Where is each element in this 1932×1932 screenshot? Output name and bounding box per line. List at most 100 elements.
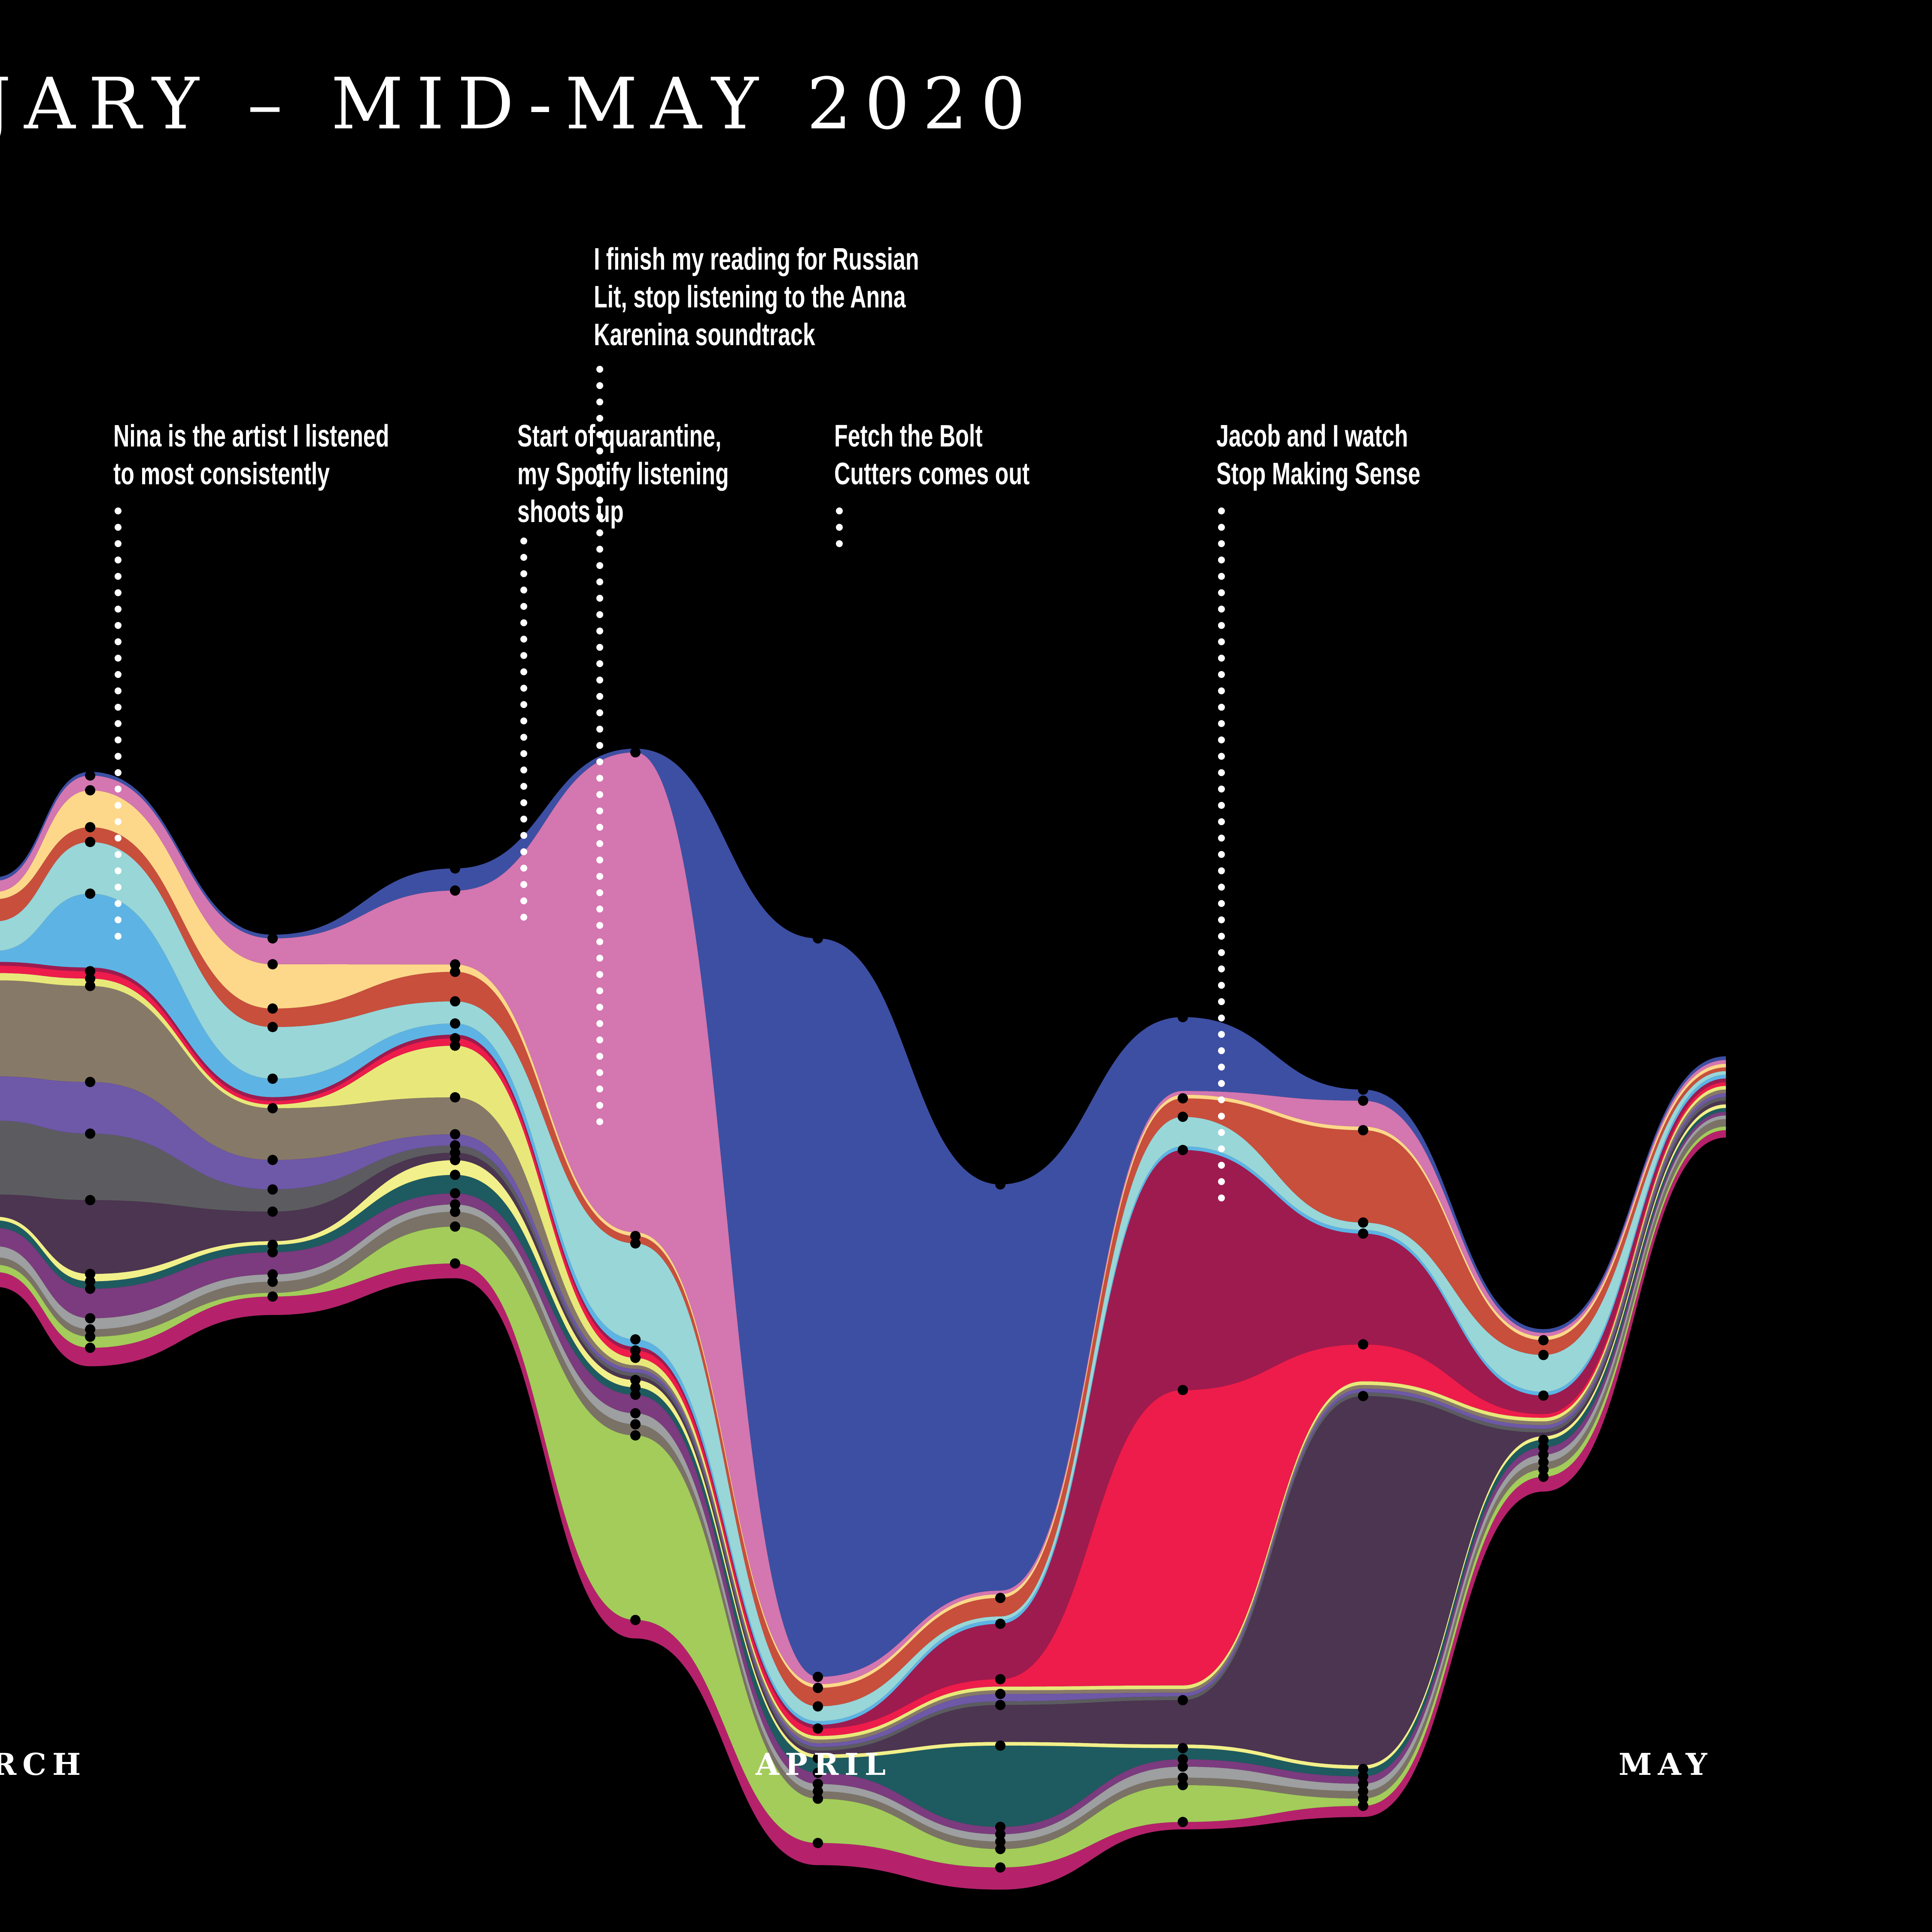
data-point-marker bbox=[813, 1671, 823, 1682]
data-point-marker bbox=[450, 885, 460, 896]
data-point-marker bbox=[1178, 1695, 1188, 1705]
data-point-marker bbox=[267, 1269, 278, 1280]
data-point-marker bbox=[267, 933, 278, 944]
data-point-marker bbox=[85, 1077, 95, 1088]
data-point-marker bbox=[1538, 1471, 1549, 1482]
stream-layer-20 bbox=[0, 748, 1726, 1677]
data-point-marker bbox=[1538, 1442, 1549, 1452]
data-point-marker bbox=[813, 1768, 823, 1778]
stream-layer-17 bbox=[0, 827, 1726, 1707]
data-point-marker bbox=[1358, 1801, 1368, 1811]
data-point-marker bbox=[813, 1683, 823, 1693]
data-point-marker bbox=[85, 966, 95, 977]
data-point-marker bbox=[267, 959, 278, 969]
data-point-marker bbox=[267, 1276, 278, 1287]
data-point-marker bbox=[1178, 1385, 1188, 1395]
data-point-marker bbox=[630, 747, 641, 758]
data-point-marker bbox=[450, 966, 460, 977]
data-point-marker bbox=[1358, 1125, 1368, 1136]
data-point-marker bbox=[450, 1033, 460, 1044]
stream-layer-19 bbox=[0, 752, 1726, 1684]
data-point-marker bbox=[630, 1352, 641, 1363]
data-point-marker bbox=[1358, 1778, 1368, 1789]
data-point-marker bbox=[630, 1238, 641, 1249]
data-point-marker bbox=[1538, 1457, 1549, 1467]
annotation-stop-making-sense: Jacob and I watch Stop Making Sense bbox=[1216, 419, 1421, 491]
stream-layers bbox=[0, 748, 1726, 1890]
data-point-marker bbox=[995, 1844, 1005, 1854]
data-point-marker bbox=[450, 1092, 460, 1103]
data-point-marker bbox=[1358, 1228, 1368, 1239]
data-point-marker bbox=[85, 1195, 95, 1206]
annotation-russian-lit: I finish my reading for Russian Lit, sto… bbox=[594, 242, 919, 352]
data-point-marker bbox=[995, 1179, 1005, 1190]
data-point-marker bbox=[267, 1291, 278, 1302]
data-point-marker bbox=[450, 1199, 460, 1210]
stream-layer-8 bbox=[0, 1100, 1726, 1765]
data-point-marker bbox=[995, 1700, 1005, 1710]
data-point-marker bbox=[267, 1247, 278, 1258]
data-point-marker bbox=[1358, 1764, 1368, 1774]
annotation-fetch-the-bolt-cutters: Fetch the Bolt Cutters comes out bbox=[834, 419, 1030, 491]
data-point-marker bbox=[1358, 1084, 1368, 1095]
data-point-marker bbox=[1358, 1217, 1368, 1228]
data-point-marker bbox=[85, 1128, 95, 1139]
data-point-marker bbox=[995, 1740, 1005, 1751]
data-point-marker bbox=[1178, 1093, 1188, 1104]
data-point-marker bbox=[1358, 1391, 1368, 1401]
data-point-marker bbox=[1178, 1743, 1188, 1753]
data-point-marker bbox=[1178, 1817, 1188, 1827]
data-point-marker bbox=[85, 1276, 95, 1287]
data-point-marker bbox=[85, 1283, 95, 1294]
data-point-marker bbox=[1178, 1112, 1188, 1122]
data-point-marker bbox=[813, 1723, 823, 1734]
data-point-marker bbox=[1358, 1339, 1368, 1350]
data-point-marker bbox=[1538, 1350, 1549, 1360]
data-point-marker bbox=[995, 1862, 1005, 1873]
data-point-marker bbox=[85, 1343, 95, 1353]
data-point-marker bbox=[630, 1375, 641, 1385]
stream-layer-9 bbox=[0, 1097, 1726, 1751]
stream-layer-15 bbox=[0, 893, 1726, 1725]
data-point-marker bbox=[450, 1147, 460, 1158]
data-point-marker bbox=[85, 837, 95, 848]
stream-layer-13 bbox=[0, 966, 1726, 1736]
data-point-marker bbox=[267, 1103, 278, 1114]
x-tick-label-may: MAY bbox=[1619, 1747, 1713, 1782]
data-point-marker bbox=[267, 1184, 278, 1195]
data-point-marker bbox=[1178, 1754, 1188, 1765]
data-point-marker bbox=[267, 1154, 278, 1165]
data-point-marker bbox=[1358, 1095, 1368, 1106]
data-point-marker bbox=[85, 1331, 95, 1342]
data-point-marker bbox=[995, 1829, 1005, 1840]
data-point-marker bbox=[450, 1206, 460, 1217]
data-point-marker bbox=[630, 1389, 641, 1400]
data-point-marker bbox=[630, 1345, 641, 1356]
data-point-marker bbox=[85, 770, 95, 781]
data-point-marker bbox=[813, 933, 823, 944]
stream-layer-14 bbox=[0, 962, 1726, 1729]
data-point-marker bbox=[450, 1170, 460, 1180]
data-point-marker bbox=[450, 863, 460, 874]
data-point-marker bbox=[450, 996, 460, 1007]
annotation-leaders bbox=[115, 366, 1225, 1210]
data-point-marker bbox=[450, 1155, 460, 1166]
data-point-marker bbox=[85, 888, 95, 899]
data-point-marker bbox=[267, 1206, 278, 1217]
stream-layer-11 bbox=[0, 980, 1726, 1744]
data-point-marker bbox=[1358, 1771, 1368, 1782]
data-point-marker bbox=[267, 1003, 278, 1014]
stream-layer-18 bbox=[0, 790, 1726, 1688]
data-point-marker bbox=[267, 1022, 278, 1033]
data-point-marker bbox=[1358, 1786, 1368, 1796]
data-point-marker bbox=[450, 1258, 460, 1269]
data-point-marker bbox=[1178, 1780, 1188, 1790]
data-point-marker bbox=[630, 1430, 641, 1441]
data-point-marker bbox=[450, 1018, 460, 1029]
data-point-marker bbox=[813, 1786, 823, 1797]
data-point-marker bbox=[267, 1239, 278, 1250]
data-point-marker bbox=[995, 1674, 1005, 1685]
data-point-marker bbox=[995, 1689, 1005, 1699]
annotation-nina: Nina is the artist I listened to most co… bbox=[113, 419, 389, 491]
